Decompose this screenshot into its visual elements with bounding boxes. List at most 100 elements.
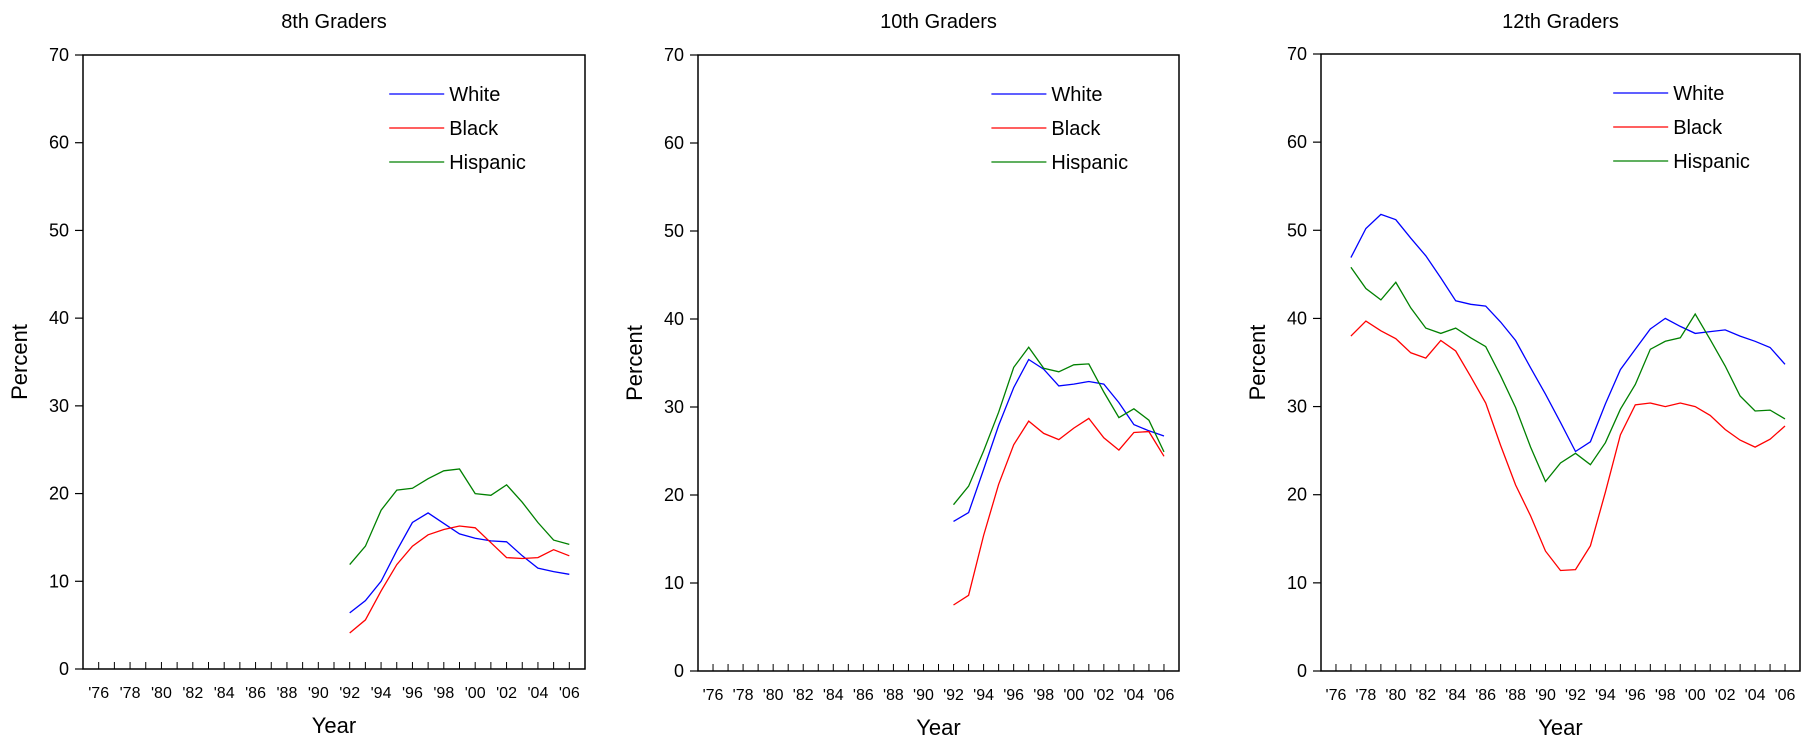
x-tick-label: '04 xyxy=(528,685,549,702)
chart-title: 10th Graders xyxy=(880,11,997,33)
x-tick-label: '02 xyxy=(496,685,517,702)
y-tick-label: 60 xyxy=(49,133,69,153)
x-tick-label: '86 xyxy=(245,685,266,702)
series-line-white xyxy=(1350,213,1786,453)
x-axis-label: Year xyxy=(312,713,356,738)
y-tick-label: 0 xyxy=(674,661,684,681)
legend-label-hispanic: Hispanic xyxy=(449,152,526,174)
series-line-black xyxy=(349,525,570,634)
y-tick-label: 20 xyxy=(664,485,684,505)
x-tick-label: '96 xyxy=(1625,687,1646,704)
legend-label-black: Black xyxy=(1673,117,1723,139)
x-tick-label: '76 xyxy=(1326,687,1347,704)
x-tick-label: '06 xyxy=(1775,687,1796,704)
legend-label-hispanic: Hispanic xyxy=(1673,151,1750,173)
series-line-hispanic xyxy=(1350,266,1786,483)
x-tick-label: '04 xyxy=(1123,687,1144,704)
y-tick-label: 10 xyxy=(664,573,684,593)
x-tick-label: '84 xyxy=(1445,687,1466,704)
y-tick-label: 40 xyxy=(49,308,69,328)
x-tick-label: '90 xyxy=(1535,687,1556,704)
x-tick-label: '98 xyxy=(1655,687,1676,704)
x-tick-label: '88 xyxy=(883,687,904,704)
y-tick-label: 50 xyxy=(49,220,69,240)
x-tick-label: '82 xyxy=(1415,687,1436,704)
y-tick-label: 40 xyxy=(664,309,684,329)
y-tick-label: 10 xyxy=(49,571,69,591)
x-tick-label: '96 xyxy=(1003,687,1024,704)
y-tick-label: 60 xyxy=(1287,132,1307,152)
y-axis-label: Percent xyxy=(622,325,647,401)
legend-label-hispanic: Hispanic xyxy=(1051,152,1128,174)
y-tick-label: 70 xyxy=(1287,44,1307,64)
x-tick-label: '98 xyxy=(433,685,454,702)
x-tick-label: '06 xyxy=(1154,687,1175,704)
x-tick-label: '86 xyxy=(1475,687,1496,704)
y-axis-label: Percent xyxy=(7,324,32,400)
x-tick-label: '94 xyxy=(1595,687,1616,704)
x-tick-label: '76 xyxy=(703,687,724,704)
x-tick-label: '86 xyxy=(853,687,874,704)
series-line-hispanic xyxy=(952,346,1165,506)
x-tick-label: '80 xyxy=(1385,687,1406,704)
series-line-black xyxy=(953,417,1165,606)
x-tick-label: '84 xyxy=(823,687,844,704)
y-tick-label: 0 xyxy=(59,659,69,679)
legend-label-white: White xyxy=(1673,83,1724,105)
y-tick-label: 20 xyxy=(49,484,69,504)
x-tick-label: '80 xyxy=(763,687,784,704)
y-tick-label: 50 xyxy=(664,221,684,241)
x-tick-label: '90 xyxy=(913,687,934,704)
series-line-hispanic xyxy=(349,468,570,566)
x-tick-label: '82 xyxy=(793,687,814,704)
y-tick-label: 30 xyxy=(1287,397,1307,417)
chart-panel-2: 10th Graders 0 10 20 30 40 50 60 70 '76 '78 '80 '82 '… xyxy=(622,11,1180,740)
x-tick-label: '06 xyxy=(559,685,580,702)
legend-label-white: White xyxy=(449,84,500,106)
x-tick-label: '04 xyxy=(1745,687,1766,704)
chart-panel-3: 12th Graders 0 10 20 30 40 50 60 70 '76 '78 '80 '82 '… xyxy=(1245,11,1801,740)
x-tick-label: '02 xyxy=(1093,687,1114,704)
plot-area-frame xyxy=(697,54,1180,672)
x-axis-label: Year xyxy=(916,715,960,740)
legend-label-black: Black xyxy=(1051,118,1101,140)
x-tick-label: '90 xyxy=(308,685,329,702)
legend-label-black: Black xyxy=(449,118,499,140)
x-axis-label: Year xyxy=(1538,715,1582,740)
x-tick-label: '92 xyxy=(339,685,360,702)
x-tick-label: '82 xyxy=(182,685,203,702)
x-tick-label: '02 xyxy=(1715,687,1736,704)
y-axis-label: Percent xyxy=(1245,325,1270,401)
plot-area-frame xyxy=(82,54,586,670)
x-tick-label: '84 xyxy=(214,685,235,702)
x-tick-label: '80 xyxy=(151,685,172,702)
y-tick-label: 30 xyxy=(49,396,69,416)
x-tick-label: '78 xyxy=(1355,687,1376,704)
series-line-white xyxy=(953,358,1165,522)
x-tick-label: '00 xyxy=(1063,687,1084,704)
y-tick-label: 30 xyxy=(664,397,684,417)
x-tick-label: '88 xyxy=(1505,687,1526,704)
y-tick-label: 10 xyxy=(1287,573,1307,593)
series-line-white xyxy=(349,512,570,614)
x-tick-label: '94 xyxy=(371,685,392,702)
x-tick-label: '98 xyxy=(1033,687,1054,704)
x-tick-label: '92 xyxy=(1565,687,1586,704)
x-tick-label: '00 xyxy=(465,685,486,702)
y-tick-label: 60 xyxy=(664,133,684,153)
x-tick-label: '76 xyxy=(88,685,109,702)
plot-area-frame xyxy=(1320,53,1801,672)
x-tick-label: '00 xyxy=(1685,687,1706,704)
legend-label-white: White xyxy=(1051,84,1102,106)
chart-title: 8th Graders xyxy=(281,11,387,33)
x-tick-label: '78 xyxy=(733,687,754,704)
x-tick-label: '78 xyxy=(120,685,141,702)
series-line-black xyxy=(1350,320,1786,572)
chart-title: 12th Graders xyxy=(1502,11,1619,33)
y-tick-label: 0 xyxy=(1297,661,1307,681)
y-tick-label: 50 xyxy=(1287,220,1307,240)
x-tick-label: '96 xyxy=(402,685,423,702)
chart-panel-1: 8th Graders 0 10 20 30 40 50 60 70 '76 '78 '80 '82 '8… xyxy=(7,11,586,738)
y-tick-label: 70 xyxy=(664,45,684,65)
